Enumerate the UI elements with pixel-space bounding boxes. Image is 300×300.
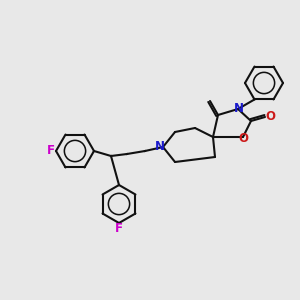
Text: F: F (115, 221, 123, 235)
Text: N: N (234, 102, 244, 115)
Text: O: O (265, 110, 275, 123)
Text: O: O (238, 132, 248, 145)
Text: F: F (47, 145, 55, 158)
Text: N: N (155, 140, 165, 153)
